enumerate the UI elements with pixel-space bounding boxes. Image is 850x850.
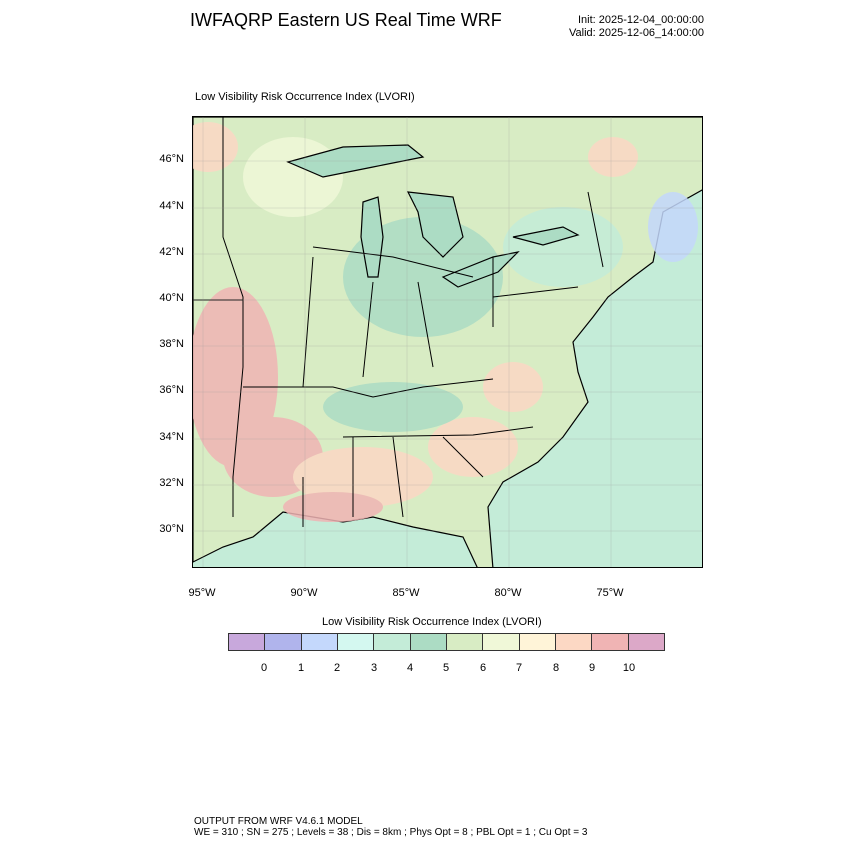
lon-label: 80°W xyxy=(494,587,522,599)
colorbar-label: 0 xyxy=(260,662,268,674)
lat-label: 46°N xyxy=(159,153,184,165)
lon-label: 90°W xyxy=(290,587,318,599)
field-subtitle: Low Visibility Risk Occurrence Index (LV… xyxy=(195,91,415,103)
colorbar-swatch xyxy=(592,634,629,650)
lon-label: 95°W xyxy=(188,587,216,599)
model-config: WE = 310 ; SN = 275 ; Levels = 38 ; Dis … xyxy=(194,827,588,838)
lon-label: 75°W xyxy=(596,587,624,599)
init-time: Init: 2025-12-04_00:00:00 xyxy=(578,14,704,26)
lat-label: 32°N xyxy=(159,477,184,489)
lat-label: 36°N xyxy=(159,384,184,396)
map-canvas xyxy=(193,117,702,567)
lat-label: 38°N xyxy=(159,338,184,350)
colorbar-label: 5 xyxy=(442,662,450,674)
colorbar-label: 8 xyxy=(552,662,560,674)
colorbar-label: 10 xyxy=(622,662,636,674)
colorbar-swatch xyxy=(410,634,447,650)
lake-erie xyxy=(441,251,520,288)
colorbar-label: 2 xyxy=(333,662,341,674)
colorbar-label: 6 xyxy=(479,662,487,674)
colorbar-label: 9 xyxy=(588,662,596,674)
colorbar-label: 7 xyxy=(515,662,523,674)
lat-label: 42°N xyxy=(159,246,184,258)
colorbar xyxy=(228,633,665,651)
lake-michigan xyxy=(360,196,384,278)
lat-label: 44°N xyxy=(159,200,184,212)
lat-label: 30°N xyxy=(159,523,184,535)
lon-label: 85°W xyxy=(392,587,420,599)
colorbar-swatch xyxy=(337,634,375,650)
colorbar-swatch xyxy=(483,634,520,650)
colorbar-swatch xyxy=(301,634,338,650)
colorbar-swatch xyxy=(446,634,484,650)
colorbar-title: Low Visibility Risk Occurrence Index (LV… xyxy=(322,616,542,628)
lake-ontario xyxy=(512,226,580,246)
colorbar-swatch xyxy=(229,634,266,650)
model-info: OUTPUT FROM WRF V4.6.1 MODEL xyxy=(194,816,363,827)
colorbar-swatch xyxy=(265,634,302,650)
lat-label: 40°N xyxy=(159,292,184,304)
colorbar-swatch xyxy=(555,634,593,650)
lat-label: 34°N xyxy=(159,431,184,443)
colorbar-swatch xyxy=(628,634,664,650)
colorbar-label: 4 xyxy=(406,662,414,674)
colorbar-swatch xyxy=(374,634,411,650)
colorbar-label: 1 xyxy=(297,662,305,674)
lvori-map xyxy=(192,116,703,568)
valid-time: Valid: 2025-12-06_14:00:00 xyxy=(569,27,704,39)
graticule xyxy=(193,117,702,567)
plot-title: IWFAQRP Eastern US Real Time WRF xyxy=(190,10,502,30)
colorbar-swatch xyxy=(519,634,556,650)
colorbar-label: 3 xyxy=(370,662,378,674)
lake-huron xyxy=(406,191,464,258)
